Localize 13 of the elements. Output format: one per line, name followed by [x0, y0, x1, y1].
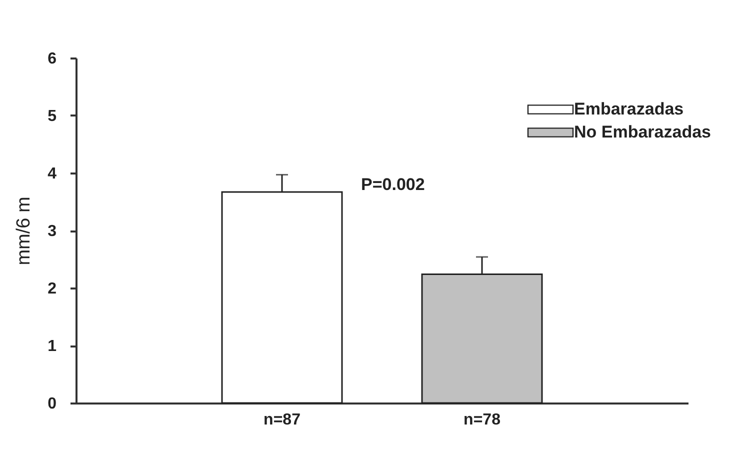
y-tick-label: 3 [48, 223, 57, 240]
y-tick-label: 5 [48, 108, 57, 125]
y-axis-title: mm/6 m [14, 196, 35, 266]
y-tick-label: 0 [48, 396, 57, 412]
annotation: P=0.002 [361, 175, 425, 194]
y-tick-label: 2 [48, 280, 57, 298]
y-tick-label: 6 [48, 50, 57, 68]
y-tick-label: 1 [48, 338, 57, 355]
legend-label: Embarazadas [574, 100, 684, 118]
legend-label: No Embarazadas [574, 122, 711, 142]
x-tick-label: n=87 [264, 412, 301, 428]
x-tick-label: n=78 [464, 412, 501, 428]
y-tick-label: 4 [48, 166, 57, 182]
